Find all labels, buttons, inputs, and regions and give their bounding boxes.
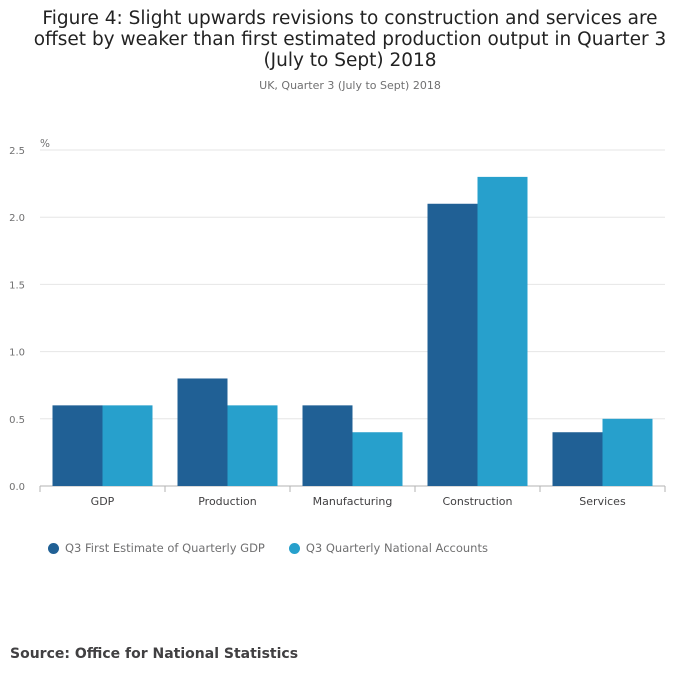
- legend-label-series-1: Q3 First Estimate of Quarterly GDP: [65, 541, 265, 555]
- x-tick-label: GDP: [91, 495, 115, 508]
- chart-title: Figure 4: Slight upwards revisions to co…: [33, 8, 667, 71]
- y-axis-label: %: [40, 138, 50, 150]
- bar-1: [52, 405, 103, 486]
- bar-2: [227, 405, 278, 486]
- x-tick-label: Services: [579, 495, 626, 508]
- legend-swatch-series-2: [288, 542, 300, 554]
- y-tick-label: 2.0: [9, 213, 25, 224]
- x-tick-label: Manufacturing: [313, 495, 393, 508]
- x-tick-label: Construction: [442, 495, 512, 508]
- bar-1: [302, 405, 353, 486]
- chart-subtitle: UK, Quarter 3 (July to Sept) 2018: [259, 79, 441, 92]
- bar-1: [427, 203, 478, 486]
- legend-item-series-2: Q3 Quarterly National Accounts: [288, 541, 488, 555]
- y-tick-label: 0.0: [9, 482, 25, 493]
- legend: Q3 First Estimate of Quarterly GDP Q3 Qu…: [48, 541, 512, 555]
- y-tick-label: 0.5: [9, 415, 25, 426]
- bar-2: [477, 176, 528, 486]
- legend-item-series-1: Q3 First Estimate of Quarterly GDP: [48, 541, 265, 555]
- source-note: Source: Office for National Statistics: [10, 646, 299, 662]
- y-tick-label: 2.5: [9, 146, 25, 157]
- bar-2: [352, 432, 403, 486]
- bar-2: [602, 418, 653, 486]
- bar-2: [102, 405, 153, 486]
- y-tick-label: 1.5: [9, 280, 25, 291]
- bar-1: [177, 378, 228, 486]
- x-tick-label: Production: [198, 495, 257, 508]
- legend-swatch-series-1: [48, 542, 59, 554]
- bar-1: [552, 432, 603, 486]
- y-tick-label: 1.0: [9, 348, 25, 359]
- legend-label-series-2: Q3 Quarterly National Accounts: [305, 541, 488, 555]
